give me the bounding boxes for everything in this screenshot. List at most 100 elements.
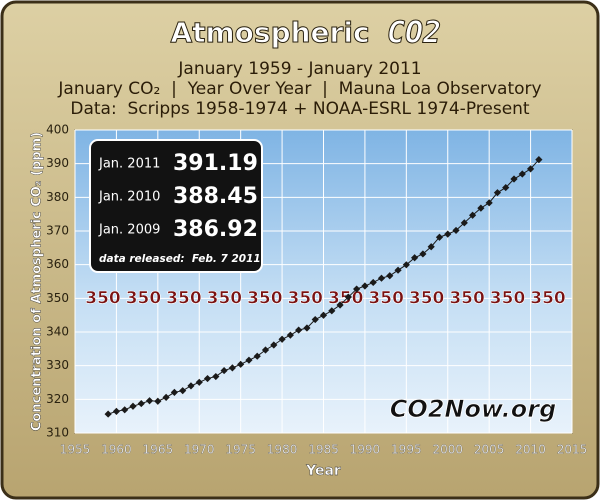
callout-label: Jan. 2010 xyxy=(98,190,160,205)
data-point xyxy=(535,156,543,164)
data-point xyxy=(261,346,270,354)
data-point xyxy=(295,326,303,334)
data-point xyxy=(112,407,121,415)
data-point xyxy=(129,402,137,410)
reference-label: 350 xyxy=(126,288,162,308)
reference-label: 350 xyxy=(368,288,404,308)
reference-label: 350 xyxy=(328,288,364,308)
y-tick-label: 340 xyxy=(46,325,69,339)
chart-title: Atmospheric CO2 xyxy=(170,15,442,51)
reference-label: 350 xyxy=(449,288,485,308)
callout-value: 386.92 xyxy=(173,217,258,242)
data-point xyxy=(344,293,352,301)
data-point xyxy=(452,226,460,235)
callout-note: data released: Feb. 7 2011 xyxy=(99,253,261,265)
data-point xyxy=(386,272,394,280)
data-point xyxy=(336,301,344,309)
callout-label: Jan. 2009 xyxy=(98,223,160,238)
data-point xyxy=(170,388,178,396)
x-tick-label: 1980 xyxy=(267,443,298,457)
data-point xyxy=(245,356,253,364)
data-point xyxy=(154,397,162,405)
subtitle: Data: Scripps 1958-1974 + NOAA-ESRL 1974… xyxy=(70,99,530,119)
data-point xyxy=(187,382,195,390)
x-axis-label: Year xyxy=(305,463,341,479)
data-point xyxy=(220,366,228,375)
data-point xyxy=(121,406,129,414)
data-point xyxy=(402,261,410,269)
data-point xyxy=(195,378,203,386)
data-point xyxy=(361,282,369,290)
y-tick-label: 360 xyxy=(46,257,69,271)
reference-label: 350 xyxy=(409,288,445,308)
data-point xyxy=(411,254,419,262)
data-point xyxy=(253,352,261,360)
y-tick-label: 370 xyxy=(46,224,69,238)
data-point xyxy=(435,233,444,241)
data-point xyxy=(104,410,112,418)
data-point xyxy=(485,199,493,207)
data-point xyxy=(286,331,294,339)
x-tick-label: 1970 xyxy=(184,443,215,457)
reference-label: 350 xyxy=(247,288,283,308)
data-point xyxy=(270,341,278,349)
data-point xyxy=(477,204,485,212)
reference-label: 350 xyxy=(530,288,566,308)
reference-label: 350 xyxy=(288,288,324,308)
data-point xyxy=(510,175,518,183)
data-point xyxy=(493,189,502,197)
data-point xyxy=(179,387,187,395)
x-tick-label: 2000 xyxy=(432,443,463,457)
data-point xyxy=(353,285,361,293)
data-point xyxy=(137,399,145,408)
x-tick-label: 2010 xyxy=(515,443,546,457)
subtitle: January 1959 - January 2011 xyxy=(177,59,421,79)
data-point xyxy=(162,393,170,401)
x-tick-label: 1975 xyxy=(225,443,256,457)
y-tick-label: 320 xyxy=(46,392,69,406)
data-point xyxy=(377,274,386,282)
callout-value: 388.45 xyxy=(173,184,258,209)
data-point xyxy=(303,324,311,332)
y-tick-label: 390 xyxy=(46,156,69,170)
x-tick-label: 1955 xyxy=(60,443,91,457)
data-point xyxy=(145,397,154,405)
callout-box xyxy=(89,139,263,273)
data-point xyxy=(427,243,435,251)
data-point xyxy=(502,183,510,192)
data-point xyxy=(212,372,220,381)
data-point xyxy=(460,219,468,227)
data-point xyxy=(469,211,477,219)
callout-value: 391.19 xyxy=(173,151,258,176)
data-point xyxy=(278,335,286,343)
data-point xyxy=(328,307,336,315)
y-tick-label: 400 xyxy=(46,123,69,137)
y-tick-label: 330 xyxy=(46,358,69,372)
watermark: CO2Now.org xyxy=(390,395,557,423)
data-point xyxy=(311,315,319,324)
x-tick-label: 1965 xyxy=(143,443,174,457)
data-point xyxy=(444,230,452,238)
y-axis-label: Concentration of Atmospheric CO₂ (ppm) xyxy=(30,132,45,431)
x-tick-label: 1990 xyxy=(350,443,381,457)
subtitle: January CO₂ | Year Over Year | Mauna Loa… xyxy=(57,79,541,99)
x-tick-label: 1995 xyxy=(391,443,422,457)
data-point xyxy=(526,165,535,173)
data-point xyxy=(419,250,427,258)
reference-label: 350 xyxy=(490,288,526,308)
x-tick-label: 2005 xyxy=(474,443,505,457)
reference-label: 350 xyxy=(85,288,121,308)
reference-label: 350 xyxy=(207,288,243,308)
x-tick-label: 2015 xyxy=(557,443,588,457)
title-logo: CO2 xyxy=(387,16,441,51)
data-point xyxy=(228,364,236,372)
x-tick-label: 1960 xyxy=(101,443,132,457)
data-point xyxy=(237,360,245,368)
callout-label: Jan. 2011 xyxy=(98,157,160,172)
y-tick-label: 350 xyxy=(46,291,69,305)
data-point xyxy=(203,374,212,383)
reference-label: 350 xyxy=(166,288,202,308)
data-point xyxy=(369,278,377,287)
y-tick-label: 310 xyxy=(46,426,69,440)
